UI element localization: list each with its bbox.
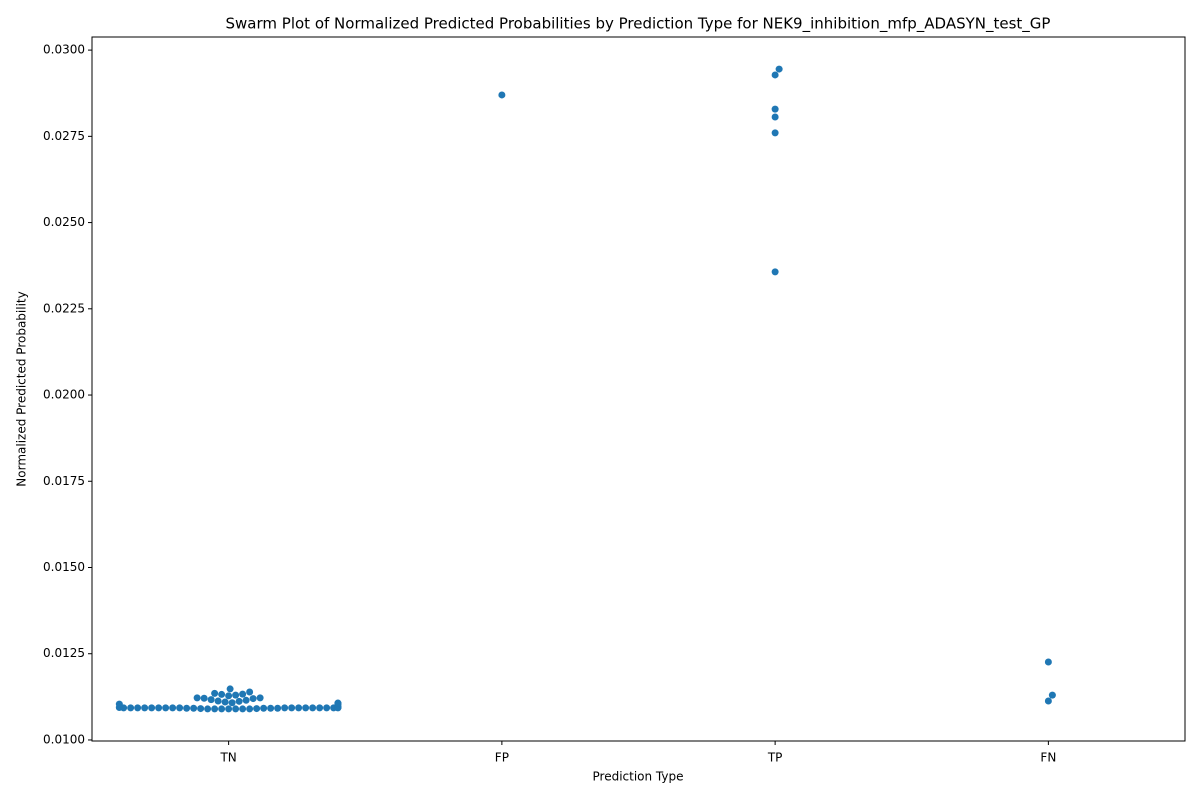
data-point [316, 704, 324, 712]
y-tick-label: 0.0225 [43, 301, 85, 315]
y-tick-label: 0.0250 [43, 215, 85, 229]
data-point [775, 65, 783, 73]
data-point [771, 129, 779, 137]
data-point [162, 704, 170, 712]
chart-title: Swarm Plot of Normalized Predicted Proba… [226, 15, 1051, 34]
data-point [169, 704, 177, 712]
data-point [267, 704, 275, 712]
data-point [225, 705, 233, 713]
x-axis-label: Prediction Type [593, 770, 684, 784]
data-point [232, 705, 240, 713]
data-point [260, 704, 268, 712]
data-point [190, 704, 198, 712]
data-point [211, 705, 219, 713]
data-point [183, 704, 191, 712]
data-point [334, 699, 342, 707]
data-point [218, 705, 226, 713]
data-point [115, 700, 123, 708]
data-point [204, 705, 212, 713]
data-point [1044, 697, 1052, 705]
x-tick-label: FN [1040, 751, 1056, 765]
data-point [211, 689, 219, 697]
data-point [127, 704, 135, 712]
x-tick-label: TP [767, 751, 783, 765]
data-point [207, 696, 215, 704]
data-point [771, 105, 779, 113]
data-point [295, 704, 303, 712]
data-point [232, 691, 240, 699]
data-point [228, 699, 236, 707]
plot-frame [91, 36, 1186, 742]
data-point [225, 692, 233, 700]
data-point [246, 688, 254, 696]
data-point [226, 685, 234, 693]
y-tick-label: 0.0300 [43, 43, 85, 57]
data-point [141, 704, 149, 712]
data-point [235, 697, 243, 705]
y-tick-label: 0.0100 [43, 732, 85, 746]
data-point [253, 705, 261, 713]
data-point [214, 697, 222, 705]
data-point [134, 704, 142, 712]
data-point [218, 690, 226, 698]
data-point [249, 695, 257, 703]
data-point [771, 71, 779, 79]
data-point [498, 91, 506, 99]
data-point [771, 113, 779, 121]
y-tick-label: 0.0275 [43, 129, 85, 143]
data-point [242, 696, 250, 704]
data-point [221, 698, 229, 706]
data-point [155, 704, 163, 712]
y-axis-label: Normalized Predicted Probability [15, 291, 29, 486]
data-point [323, 704, 331, 712]
data-point [288, 704, 296, 712]
data-point [1044, 658, 1052, 666]
data-point [1048, 691, 1056, 699]
data-point [197, 705, 205, 713]
data-point [246, 705, 254, 713]
data-point [193, 694, 201, 702]
data-point [274, 704, 282, 712]
data-point [239, 690, 247, 698]
data-point [200, 694, 208, 702]
data-point [239, 705, 247, 713]
y-tick-label: 0.0200 [43, 388, 85, 402]
data-point [309, 704, 317, 712]
data-point [176, 704, 184, 712]
y-tick-label: 0.0150 [43, 560, 85, 574]
data-point [771, 268, 779, 276]
x-tick-label: TN [219, 751, 236, 765]
y-tick-label: 0.0175 [43, 474, 85, 488]
data-point [302, 704, 310, 712]
y-tick-label: 0.0125 [43, 646, 85, 660]
data-point [281, 704, 289, 712]
x-tick-label: FP [495, 751, 509, 765]
data-point [256, 694, 264, 702]
data-point [148, 704, 156, 712]
